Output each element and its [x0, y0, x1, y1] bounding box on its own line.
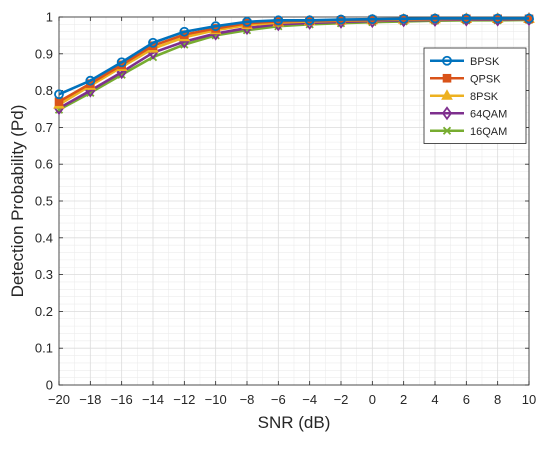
- x-tick-label: −14: [142, 392, 164, 407]
- y-tick-label: 0.2: [35, 304, 53, 319]
- y-axis-title: Detection Probability (Pd): [8, 105, 27, 298]
- legend-marker: [441, 89, 453, 100]
- y-tick-label: 0.6: [35, 157, 53, 172]
- data-point-bpsk: [116, 57, 127, 68]
- data-point-bpsk: [336, 14, 346, 25]
- legend-label: 16QAM: [470, 126, 507, 138]
- series-layer: [53, 12, 535, 116]
- x-tick-label: −4: [302, 392, 317, 407]
- series-bpsk: [54, 13, 534, 100]
- x-tick-label: −16: [111, 392, 133, 407]
- y-tick-label: 0.9: [35, 46, 53, 61]
- legend-item-16qam: 16QAM: [430, 126, 507, 138]
- x-tick-label: −2: [334, 392, 349, 407]
- data-point-bpsk: [367, 14, 378, 25]
- legend-marker: [442, 73, 452, 83]
- y-tick-label: 0.4: [35, 230, 53, 245]
- y-tick-label: 0.5: [35, 194, 53, 209]
- legend-label: 64QAM: [470, 108, 507, 120]
- data-point-bpsk: [492, 13, 503, 24]
- legend-item-8psk: 8PSK: [430, 89, 499, 103]
- x-tick-label: 10: [522, 392, 536, 407]
- y-tick-label: 0.7: [35, 120, 53, 135]
- y-tick-label: 0.3: [35, 267, 53, 282]
- x-tick-label: −6: [271, 392, 286, 407]
- data-point-bpsk: [54, 89, 64, 100]
- data-point-bpsk: [148, 37, 158, 48]
- x-tick-label: −12: [173, 392, 195, 407]
- data-point-bpsk: [242, 16, 252, 27]
- x-tick-label: −20: [48, 392, 70, 407]
- legend-label: BPSK: [470, 56, 500, 68]
- y-tick-label: 1: [46, 10, 53, 25]
- legend-item-qpsk: QPSK: [430, 73, 501, 85]
- data-point-bpsk: [85, 75, 96, 86]
- legend-marker: [442, 55, 452, 66]
- legend-marker: [442, 126, 452, 135]
- x-tick-label: 4: [431, 392, 438, 407]
- data-point-bpsk: [273, 15, 284, 26]
- y-tick-label: 0: [46, 378, 53, 393]
- data-point-bpsk: [179, 26, 190, 37]
- data-point-bpsk: [210, 21, 221, 32]
- x-tick-label: 6: [463, 392, 470, 407]
- x-tick-label: 0: [369, 392, 376, 407]
- x-axis-title: SNR (dB): [258, 413, 331, 432]
- data-point-bpsk: [398, 13, 409, 24]
- y-tick-label: 0.1: [35, 341, 53, 356]
- x-tick-label: −10: [205, 392, 227, 407]
- legend-item-bpsk: BPSK: [430, 56, 500, 68]
- legend-marker: [441, 106, 453, 121]
- data-point-bpsk: [304, 15, 315, 26]
- axes: −20 −18 −16 −14 −12 −10 −8 −6 −4 −2 0 2 4 6 8 1000.10.2…: [35, 10, 536, 408]
- x-tick-label: 8: [494, 392, 501, 407]
- x-tick-label: 2: [400, 392, 407, 407]
- x-tick-label: −18: [79, 392, 101, 407]
- legend: BPSK QPSK 8PSK 64QAM 16QAM: [423, 47, 527, 144]
- x-tick-label: −8: [240, 392, 255, 407]
- legend-item-64qam: 64QAM: [430, 106, 507, 121]
- data-point-bpsk: [524, 13, 534, 24]
- legend-label: 8PSK: [470, 91, 499, 103]
- legend-label: QPSK: [470, 73, 501, 85]
- series-line-bpsk: [58, 17, 529, 96]
- y-tick-label: 0.8: [35, 83, 53, 98]
- data-point-bpsk: [430, 13, 440, 24]
- data-point-bpsk: [461, 13, 472, 24]
